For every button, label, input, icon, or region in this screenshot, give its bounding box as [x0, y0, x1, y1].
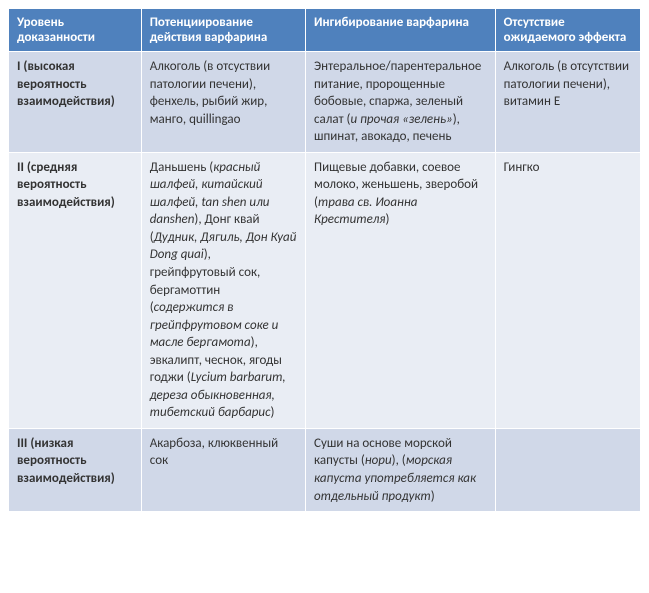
text-segment: ) [271, 405, 275, 420]
cell-potentiation: Даньшень (красный шалфей, китайский шалф… [141, 152, 305, 428]
text-segment: ) [385, 212, 389, 227]
header-level: Уровень доказанности [9, 9, 142, 52]
text-segment: и прочая «зелень» [351, 112, 453, 127]
cell-potentiation: Акарбоза, клюквенный сок [141, 428, 305, 511]
text-segment: Алкоголь (в отсутствии патологии печени)… [504, 59, 629, 109]
text-segment: трава св. Иоанна Крестителя [314, 195, 417, 228]
header-potentiation: Потенциирование действия варфарина [141, 9, 305, 52]
text-segment: ) [431, 489, 435, 504]
text-segment: Алкоголь (в отсуствии патологии печени),… [150, 59, 270, 127]
header-row: Уровень доказанности Потенциирование дей… [9, 9, 641, 52]
table-row: III (низкая вероятность взаимодействия)А… [9, 428, 641, 511]
header-inhibition: Ингибирование варфарина [306, 9, 496, 52]
cell-level: III (низкая вероятность взаимодействия) [9, 428, 142, 511]
text-segment: содержится в грейпфрутовом соке и масле … [150, 300, 279, 350]
text-segment: ), ( [392, 453, 406, 468]
cell-level: II (средняя вероятность взаимодействия) [9, 152, 142, 428]
cell-potentiation: Алкоголь (в отсуствии патологии печени),… [141, 52, 305, 153]
warfarin-interactions-table: Уровень доказанности Потенциирование дей… [8, 8, 641, 512]
text-segment: Дудник, Дягиль, Дон Куай Dong quai [150, 230, 297, 263]
text-segment: Гингко [504, 160, 540, 175]
cell-absence: Гингко [495, 152, 640, 428]
cell-inhibition: Энтеральное/парентеральное питание, прор… [306, 52, 496, 153]
cell-inhibition: Пищевые добавки, соевое молоко, женьшень… [306, 152, 496, 428]
cell-inhibition: Суши на основе морской капусты (нори), (… [306, 428, 496, 511]
table-body: I (высокая вероятность взаимодействия)Ал… [9, 52, 641, 512]
text-segment: Акарбоза, клюквенный сок [150, 436, 278, 469]
header-absence: Отсутствие ожидаемого эффекта [495, 9, 640, 52]
cell-level: I (высокая вероятность взаимодействия) [9, 52, 142, 153]
table-row: I (высокая вероятность взаимодействия)Ал… [9, 52, 641, 153]
table-row: II (средняя вероятность взаимодействия)Д… [9, 152, 641, 428]
text-segment: Даньшень ( [150, 160, 214, 175]
text-segment: нори [365, 453, 392, 468]
cell-absence [495, 428, 640, 511]
cell-absence: Алкоголь (в отсутствии патологии печени)… [495, 52, 640, 153]
